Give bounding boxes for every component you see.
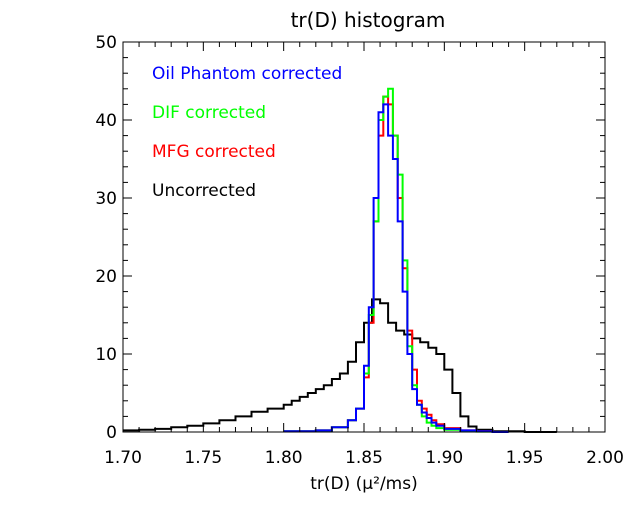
chart-title: tr(D) histogram (291, 8, 446, 32)
x-axis-label: tr(D) (μ²/ms) (310, 474, 417, 494)
y-tick-label: 10 (95, 345, 117, 365)
y-tick-label: 50 (95, 33, 117, 53)
legend-entry: MFG corrected (152, 142, 276, 162)
legend-entry: Uncorrected (152, 181, 256, 201)
series-oil-phantom-corrected (283, 103, 509, 433)
y-axis-ticks: 0 10 20 30 40 50 (95, 33, 605, 443)
y-tick-label: 20 (95, 267, 117, 287)
plot-series-group (123, 87, 557, 433)
x-tick-label: 2.00 (586, 448, 624, 468)
legend: Oil Phantom corrected DIF corrected MFG co… (152, 64, 342, 201)
x-tick-label: 1.85 (345, 448, 383, 468)
y-tick-label: 40 (95, 111, 117, 131)
x-tick-label: 1.90 (425, 448, 463, 468)
x-tick-label: 1.80 (265, 448, 303, 468)
y-tick-label: 0 (106, 423, 117, 443)
x-tick-label: 1.75 (184, 448, 222, 468)
x-tick-label: 1.70 (104, 448, 142, 468)
x-axis-ticks: 1.70 1.75 1.80 1.85 1.90 1.95 2.00 (104, 42, 624, 468)
legend-entry: DIF corrected (152, 103, 266, 123)
y-tick-label: 30 (95, 189, 117, 209)
series-uncorrected (123, 298, 557, 433)
legend-entry: Oil Phantom corrected (152, 64, 342, 84)
x-tick-label: 1.95 (506, 448, 544, 468)
